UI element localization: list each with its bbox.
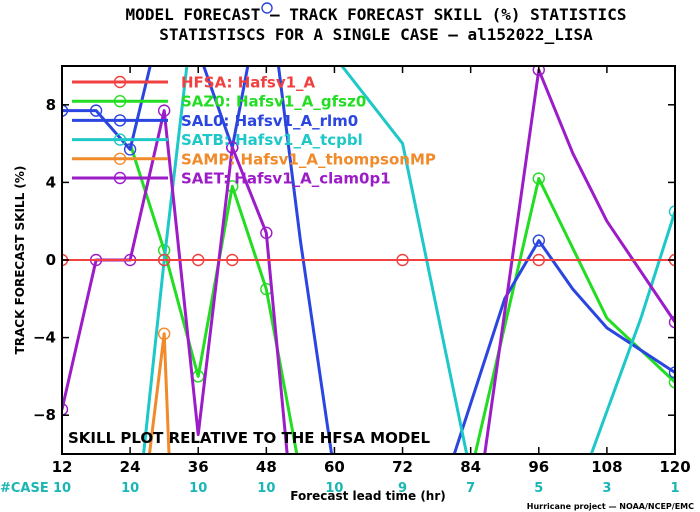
series-point-3 <box>532 234 545 247</box>
legend-marker-2 <box>113 94 127 108</box>
case-count: 3 <box>602 481 611 496</box>
x-tick-label: 84 <box>460 458 481 476</box>
legend-marker-6 <box>113 171 127 185</box>
series-point-6 <box>532 66 545 77</box>
chart-title-line-2: STATISTISCS FOR A SINGLE CASE — al152022… <box>159 25 593 44</box>
legend-marker-5 <box>113 152 127 166</box>
series-point-3 <box>89 104 103 117</box>
series-layer <box>62 66 675 454</box>
x-tick-label: 12 <box>52 458 73 476</box>
x-tick-label: 36 <box>188 458 209 476</box>
x-tick-label: 108 <box>591 458 622 476</box>
y-axis-label: TRACK FORECAST SKILL (%) <box>13 166 27 355</box>
series-point-3 <box>668 366 675 379</box>
x-tick-label: 120 <box>659 458 690 476</box>
legend-label-3: SAL0: Hafsv1_A_rlm0 <box>181 112 358 130</box>
series-point-1 <box>226 253 239 267</box>
legend-marker-1 <box>113 75 127 89</box>
legend-label-5: SAMP: Hafsv1_A_thompsonMP <box>181 150 436 168</box>
top-marker-icon <box>261 2 273 14</box>
legend-marker-3 <box>113 114 127 127</box>
y-tick-label: −8 <box>33 406 56 424</box>
series-line-2 <box>128 143 675 454</box>
x-axis-label: Forecast lead time (hr) <box>290 489 446 503</box>
x-tick-label: 60 <box>324 458 345 476</box>
series-point-6 <box>668 315 675 329</box>
footer-credit: Hurricane project — NOAA/NCEP/EMC <box>527 502 694 511</box>
legend-label-6: SAET: Hafsv1_A_clam0p1 <box>181 170 391 188</box>
y-tick-label: 4 <box>46 173 56 191</box>
series-point-1 <box>157 253 171 267</box>
series-line-3 <box>62 66 675 454</box>
y-tick-label: 0 <box>46 251 56 269</box>
y-tick-label: 8 <box>46 96 56 114</box>
case-count: 10 <box>53 481 71 496</box>
case-count: 1 <box>670 481 679 496</box>
chart-title-line-1: MODEL FORECAST — TRACK FORECAST SKILL (%… <box>126 5 627 24</box>
series-point-2 <box>668 376 675 389</box>
x-tick-label: 24 <box>120 458 141 476</box>
case-label: #CASE <box>0 481 49 496</box>
series-point-1 <box>396 253 409 267</box>
legend-label-2: SAZ0: Hafsv1_A_gfsz0 <box>181 93 366 111</box>
legend-label-4: SATB: Hafsv1_A_tcpbl <box>181 131 363 149</box>
series-point-6 <box>260 226 273 240</box>
series-point-1 <box>532 253 545 267</box>
case-count: 7 <box>466 481 475 496</box>
series-line-5 <box>147 332 171 454</box>
x-tick-label: 48 <box>256 458 277 476</box>
legend-label-1: HFSA: Hafsv1_A <box>181 74 316 92</box>
case-count: 10 <box>189 481 207 496</box>
series-point-6 <box>157 104 171 117</box>
series-point-6 <box>62 403 69 416</box>
series-point-2 <box>532 172 545 185</box>
skill-plot-note: SKILL PLOT RELATIVE TO THE HFSA MODEL <box>68 429 431 447</box>
series-point-3 <box>62 104 69 117</box>
case-count: 10 <box>121 481 139 496</box>
case-count: 5 <box>534 481 543 496</box>
series-point-6 <box>226 141 239 154</box>
series-point-5 <box>157 327 171 340</box>
legend-marker-4 <box>113 133 127 146</box>
case-count: 10 <box>257 481 275 496</box>
x-tick-label: 96 <box>528 458 549 476</box>
series-point-1 <box>192 253 205 267</box>
series-point-4 <box>668 205 675 218</box>
case-count: 9 <box>398 481 407 496</box>
series-point-3 <box>123 143 137 156</box>
y-tick-label: −4 <box>33 329 56 347</box>
case-counts: 10 10 10 10 10 9 7 5 3 1 <box>53 481 680 496</box>
x-tick-label: 72 <box>392 458 413 476</box>
case-count: 10 <box>325 481 343 496</box>
